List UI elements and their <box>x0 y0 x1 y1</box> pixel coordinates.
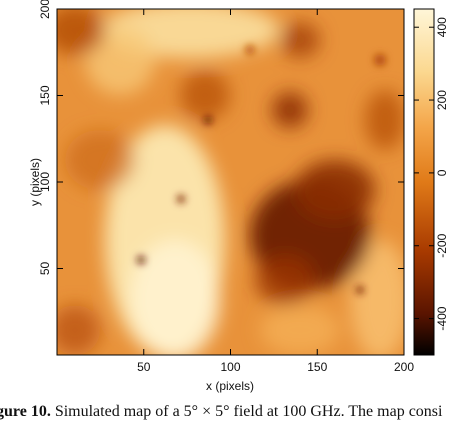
x-tick-label: 200 <box>394 360 414 374</box>
colorbar-tick-label: 200 <box>435 90 449 110</box>
colorbar-tick-label: 400 <box>435 17 449 37</box>
x-tick-label: 100 <box>220 360 240 374</box>
figure-caption: gure 10. Simulated map of a 5° × 5° fiel… <box>0 403 474 421</box>
caption-text: Simulated map of a 5° × 5° field at 100 … <box>54 403 443 420</box>
colorbar-ticks: -400 -200 0 200 400 <box>414 17 449 331</box>
colorbar-tick-label: -400 <box>435 306 449 330</box>
colorbar-tick-label: -200 <box>435 233 449 257</box>
heatmap-image <box>57 9 404 355</box>
y-tick-label: 200 <box>38 0 52 19</box>
y-tick-label: 100 <box>38 172 52 192</box>
y-tick-label: 50 <box>38 262 52 276</box>
x-tick-label: 50 <box>137 360 151 374</box>
x-axis-ticks: 50 100 150 200 <box>137 9 414 374</box>
y-axis-ticks: 50 100 150 200 <box>38 0 404 275</box>
caption-label: gure 10. <box>0 403 51 420</box>
x-tick-label: 150 <box>307 360 327 374</box>
y-axis-title: y (pixels) <box>28 158 42 206</box>
colorbar-tick-label: 0 <box>435 169 449 176</box>
colorbar <box>413 8 435 356</box>
y-tick-label: 150 <box>38 85 52 105</box>
x-axis-title: x (pixels) <box>206 379 254 393</box>
